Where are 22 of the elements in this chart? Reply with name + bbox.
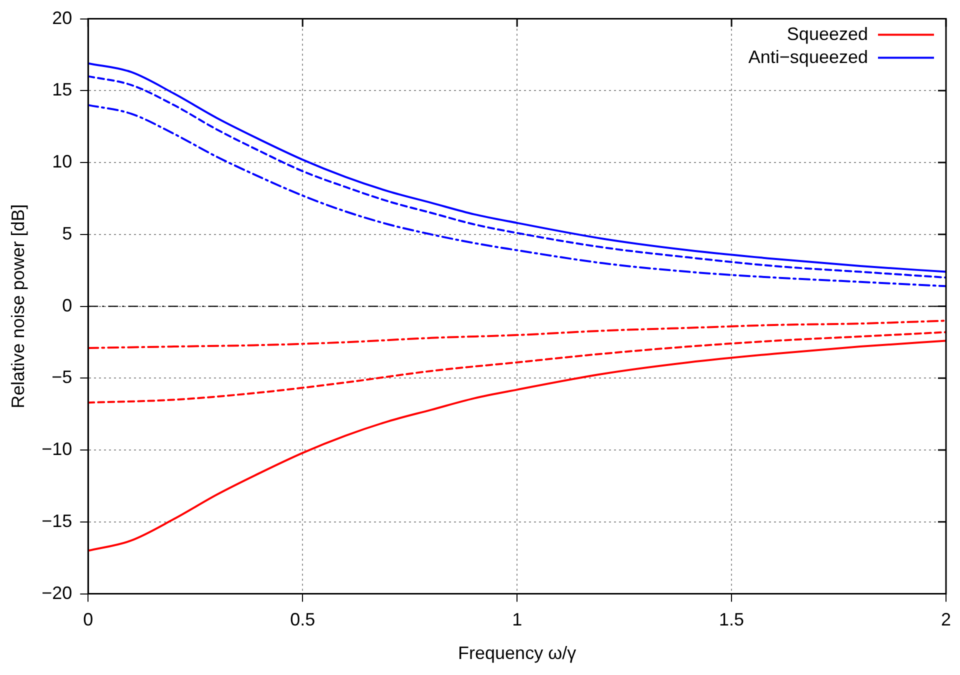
- y-tick-label: 0: [62, 295, 72, 316]
- x-tick-label: 0: [83, 610, 94, 630]
- y-tick-label: −5: [52, 367, 72, 388]
- x-axis-title: Frequency ω/γ: [458, 643, 576, 664]
- y-tick-label: 15: [52, 80, 72, 100]
- line-series: [88, 340, 946, 552]
- legend-label: Anti−squeezed: [748, 46, 868, 67]
- y-tick-label: 10: [52, 152, 72, 172]
- y-tick-label: −20: [42, 582, 72, 603]
- legend-label: Squeezed: [786, 24, 868, 44]
- x-tick-label: 1: [512, 610, 522, 630]
- x-tick-label: 0.5: [290, 610, 316, 630]
- x-tick-label: 2: [940, 610, 952, 630]
- y-tick-label: −10: [42, 439, 72, 460]
- x-tick-label: 1.5: [719, 610, 744, 630]
- y-tick-label: 20: [52, 8, 72, 28]
- y-tick-label: 5: [62, 223, 72, 244]
- line-series: [88, 320, 946, 349]
- line-series: [88, 104, 946, 288]
- y-tick-label: −15: [42, 510, 72, 531]
- line-series: [88, 331, 946, 404]
- y-axis-title: Relative noise power [dB]: [8, 204, 28, 408]
